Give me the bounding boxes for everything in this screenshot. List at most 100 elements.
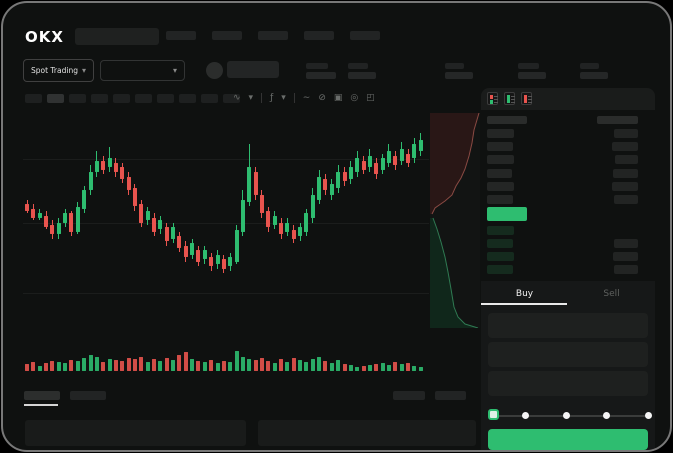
ask-amount-placeholder <box>614 129 638 138</box>
ask-row[interactable] <box>481 155 655 165</box>
orderbook-bids-icon[interactable] <box>504 92 515 105</box>
volume-bar <box>406 363 410 371</box>
orderbook-col-header-price <box>487 116 527 124</box>
candle <box>355 158 360 172</box>
candle <box>113 162 118 172</box>
orderbook-both-icon[interactable] <box>487 92 498 105</box>
volume-bar <box>253 360 258 371</box>
market-type-select[interactable]: Spot Trading ▾ <box>23 59 94 82</box>
indicators-icon[interactable]: ƒ <box>270 92 274 103</box>
fullscreen-icon[interactable]: ◰ <box>366 92 375 103</box>
bid-price-placeholder <box>487 252 514 261</box>
timeframe-button[interactable] <box>91 94 108 103</box>
candlestick-chart[interactable] <box>25 103 427 333</box>
trade-input-field[interactable] <box>488 371 648 396</box>
ask-row[interactable] <box>481 168 655 179</box>
candle <box>406 153 410 163</box>
ask-row[interactable] <box>481 129 655 139</box>
volume-bar <box>75 361 80 371</box>
ask-amount-placeholder <box>612 181 638 191</box>
nav-item[interactable] <box>258 31 288 40</box>
tab-buy[interactable]: Buy <box>515 289 534 299</box>
timeframe-button[interactable] <box>69 94 86 103</box>
candle <box>63 213 68 223</box>
line-tool-icon[interactable]: ∼ <box>302 92 311 103</box>
candle <box>291 229 296 239</box>
ask-row[interactable] <box>481 195 655 205</box>
chevron-down-icon[interactable]: ▾ <box>281 92 286 103</box>
bid-row[interactable] <box>481 239 655 249</box>
candle <box>323 178 328 191</box>
stat-label-placeholder <box>580 63 599 69</box>
chart-type-icon[interactable]: ∿ <box>233 92 241 103</box>
candle <box>298 227 303 237</box>
trade-input-field[interactable] <box>488 313 648 338</box>
bid-amount-placeholder <box>614 265 638 274</box>
chart-area[interactable] <box>23 111 429 335</box>
slider-stop[interactable] <box>645 412 652 419</box>
candle <box>37 213 42 218</box>
volume-bar <box>329 363 334 371</box>
bottom-tab-active[interactable] <box>24 391 60 400</box>
screenshot-icon[interactable]: ▣ <box>333 92 343 103</box>
nav-item[interactable] <box>166 31 196 40</box>
volume-bar <box>164 358 169 371</box>
buy-submit-button[interactable] <box>488 429 648 450</box>
volume-bar <box>139 357 144 371</box>
slider-stop[interactable] <box>603 412 610 419</box>
timeframe-button[interactable] <box>113 94 130 103</box>
separator <box>261 93 263 103</box>
stat-label-placeholder <box>445 63 464 69</box>
pair-select[interactable]: ▾ <box>100 60 185 81</box>
volume-bar <box>82 358 87 371</box>
volume-bar <box>152 359 156 371</box>
ask-amount-placeholder <box>612 142 638 152</box>
ask-row[interactable] <box>481 181 655 192</box>
bid-amount-placeholder <box>613 252 638 261</box>
candle <box>310 195 315 218</box>
orderbook-asks-icon[interactable] <box>521 92 532 105</box>
stat-label-placeholder <box>518 63 539 69</box>
volume-bar <box>126 358 131 371</box>
timeframe-button[interactable] <box>157 94 174 103</box>
volume-bar <box>342 364 347 371</box>
nav-item[interactable] <box>350 31 380 40</box>
candle <box>386 151 391 163</box>
timeframe-button[interactable] <box>25 94 42 103</box>
timeframe-button[interactable] <box>201 94 218 103</box>
tab-sell[interactable]: Sell <box>603 289 620 299</box>
bottom-tab[interactable] <box>70 391 106 400</box>
candle <box>101 160 106 170</box>
slider-stop[interactable] <box>522 412 529 419</box>
volume-bar <box>202 362 207 371</box>
timeframe-button[interactable] <box>47 94 64 103</box>
stat-block <box>580 63 608 79</box>
bid-row[interactable] <box>481 265 655 275</box>
last-price-bar[interactable] <box>487 207 527 221</box>
okx-logo[interactable]: OKX <box>25 28 64 46</box>
nav-item[interactable] <box>212 31 242 40</box>
timeframe-button[interactable] <box>179 94 196 103</box>
slider-handle[interactable] <box>488 409 499 420</box>
drawing-tool-icon[interactable]: ⊘ <box>318 92 326 103</box>
timeframe-button[interactable] <box>135 94 152 103</box>
slider-stop[interactable] <box>563 412 570 419</box>
amount-slider-track[interactable] <box>493 415 648 417</box>
volume-bar <box>304 362 309 371</box>
chevron-down-icon[interactable]: ▾ <box>248 92 254 103</box>
bid-row[interactable] <box>481 226 655 236</box>
timeframe-button[interactable] <box>223 94 240 103</box>
nav-item[interactable] <box>304 31 334 40</box>
bottom-action-placeholder[interactable] <box>393 391 425 400</box>
candle <box>367 155 372 168</box>
volume-bar <box>361 366 366 371</box>
candle <box>88 172 93 191</box>
bottom-action-placeholder[interactable] <box>435 391 466 400</box>
ask-row[interactable] <box>481 142 655 152</box>
bid-row[interactable] <box>481 252 655 262</box>
trade-input-field[interactable] <box>488 342 648 367</box>
timer-icon[interactable]: ◎ <box>350 92 359 103</box>
orderbook-view-icons <box>487 92 532 105</box>
ask-price-placeholder <box>487 129 514 138</box>
volume-bar <box>272 363 277 371</box>
